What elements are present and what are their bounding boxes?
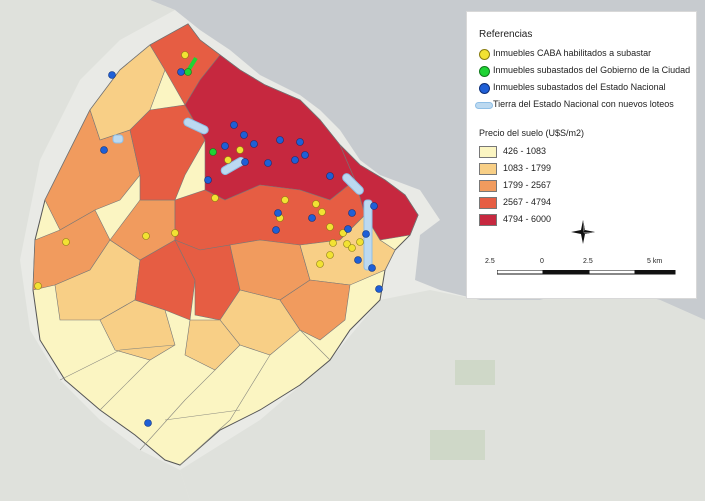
legend-item-caba-auction: Inmuebles CABA habilitados a subastar	[467, 47, 698, 63]
city-sold-points	[184, 68, 217, 156]
urban-area-south	[180, 285, 705, 501]
legend-label: Tierra del Estado Nacional con nuevos lo…	[493, 99, 674, 109]
national-sold-point	[204, 176, 212, 184]
scale-bar-graphic	[497, 270, 676, 275]
color-swatch	[479, 180, 497, 192]
park-area	[430, 430, 485, 460]
color-swatch	[479, 163, 497, 175]
scale-label-left: 2.5	[485, 258, 495, 265]
caba-auction-point	[224, 156, 232, 164]
national-land-parcel	[183, 117, 209, 135]
scale-label-zero: 0	[540, 258, 544, 265]
price-class-label: 4794 - 6000	[503, 214, 552, 224]
price-legend-title: Precio del suelo (U$S/m2)	[479, 128, 585, 138]
caba-auction-point	[236, 146, 244, 154]
zone-2567-4794	[129, 104, 206, 201]
national-sold-point	[301, 151, 309, 159]
color-swatch	[479, 197, 497, 209]
national-sold-point	[375, 285, 383, 293]
national-sold-point	[274, 209, 282, 217]
price-class-3: 1799 - 2567	[467, 179, 698, 195]
national-sold-point	[362, 230, 370, 238]
caba-auction-point	[343, 240, 351, 248]
caba-auction-point	[34, 282, 42, 290]
national-sold-point	[100, 146, 108, 154]
caba-auction-point	[318, 208, 326, 216]
legend-title: Referencias	[479, 29, 533, 40]
caba-auction-point	[329, 239, 337, 247]
national-sold-points	[100, 68, 383, 427]
caba-auction-point	[142, 232, 150, 240]
national-sold-point	[250, 140, 258, 148]
price-class-2: 1083 - 1799	[467, 162, 698, 178]
caba-auction-point	[171, 229, 179, 237]
price-class-label: 1083 - 1799	[503, 163, 552, 173]
national-sold-point	[144, 419, 152, 427]
national-sold-point	[221, 142, 229, 150]
caba-auction-points	[34, 51, 364, 290]
price-class-label: 426 - 1083	[503, 146, 547, 156]
caba-auction-point	[62, 238, 70, 246]
national-land-parcel	[342, 173, 364, 195]
compass-star-icon	[571, 220, 595, 244]
national-sold-point	[240, 131, 248, 139]
map-legend: Referencias Inmuebles CABA habilitados a…	[466, 11, 697, 299]
national-sold-point	[177, 68, 185, 76]
caba-auction-point	[181, 51, 189, 59]
scale-label-right: 5 km	[647, 258, 663, 265]
blue-dot-icon	[479, 83, 490, 94]
national-sold-point	[344, 225, 352, 233]
national-sold-point	[326, 172, 334, 180]
price-class-5: 4794 - 6000	[467, 213, 698, 229]
scale-label-mid: 2.5	[583, 258, 593, 265]
price-class-label: 2567 - 4794	[503, 197, 552, 207]
national-sold-point	[370, 202, 378, 210]
legend-item-national-sold: Inmuebles subastados del Estado Nacional	[467, 81, 698, 97]
price-class-1: 426 - 1083	[467, 145, 698, 161]
legend-label: Inmuebles subastados del Estado Nacional	[493, 82, 666, 92]
price-class-label: 1799 - 2567	[503, 180, 552, 190]
land-parcel-icon	[475, 102, 493, 109]
district-lines	[59, 329, 331, 466]
city-sold-point	[209, 148, 217, 156]
caba-auction-point	[281, 196, 289, 204]
color-swatch	[479, 146, 497, 158]
national-sold-point	[354, 256, 362, 264]
national-sold-point	[272, 226, 280, 234]
caba-auction-point	[326, 223, 334, 231]
caba-auction-point	[326, 251, 334, 259]
green-dot-icon	[479, 66, 490, 77]
zone-1083-1799	[184, 319, 241, 371]
national-sold-point	[230, 121, 238, 129]
national-sold-point	[264, 159, 272, 167]
national-sold-point	[108, 71, 116, 79]
national-sold-point	[368, 264, 376, 272]
legend-item-city-sold: Inmuebles subastados del Gobierno de la …	[467, 64, 698, 80]
park-area	[455, 360, 495, 385]
city-sold-point	[184, 68, 192, 76]
national-land-parcel	[112, 134, 124, 144]
national-sold-point	[241, 158, 249, 166]
caba-auction-point	[339, 229, 347, 237]
caba-auction-point	[348, 244, 356, 252]
legend-item-national-land: Tierra del Estado Nacional con nuevos lo…	[467, 98, 698, 114]
price-class-4: 2567 - 4794	[467, 196, 698, 212]
national-sold-point	[296, 138, 304, 146]
national-sold-point	[291, 156, 299, 164]
legend-label: Inmuebles subastados del Gobierno de la …	[493, 65, 691, 75]
legend-label: Inmuebles CABA habilitados a subastar	[493, 48, 652, 58]
caba-auction-point	[312, 200, 320, 208]
yellow-dot-icon	[479, 49, 490, 60]
national-sold-point	[308, 214, 316, 222]
national-sold-point	[348, 209, 356, 217]
scale-bar: 2.5 0 2.5 5 km	[485, 258, 677, 290]
national-sold-point	[276, 136, 284, 144]
caba-auction-point	[211, 194, 219, 202]
caba-auction-point	[316, 260, 324, 268]
color-swatch	[479, 214, 497, 226]
caba-auction-point	[356, 238, 364, 246]
urban-area	[0, 0, 190, 501]
